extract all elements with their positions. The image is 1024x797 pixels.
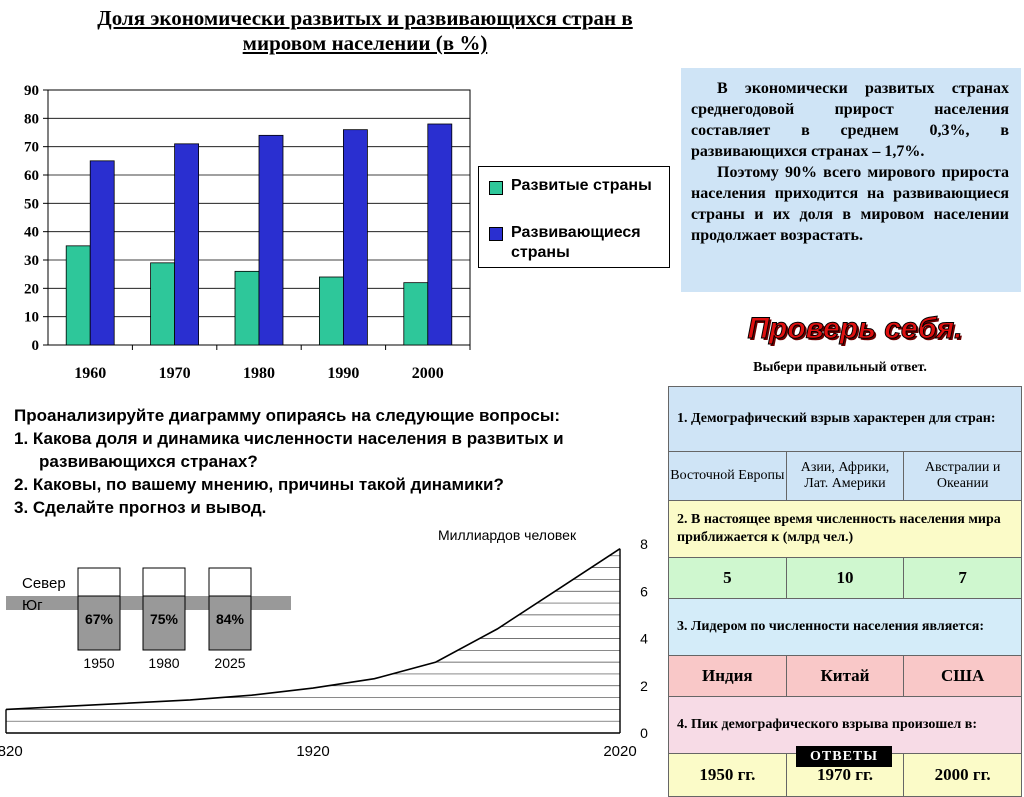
x-tick-label: 1970 [159,365,191,382]
y-tick-label: 10 [24,310,39,326]
legend-item-developed: Развитые страны [489,177,652,195]
bar-developed [318,276,344,346]
quiz-option[interactable]: Индия [668,655,787,697]
bar-developed [150,262,176,346]
bar-developing [89,160,115,346]
bar-developed [403,282,429,346]
y-tick-label: 80 [24,111,39,127]
check-yourself-title: Проверь себя. [747,312,963,346]
check-yourself-subtitle: Выбери правильный ответ. [753,360,927,375]
analysis-questions: Проанализируйте диаграмму опираясь на сл… [14,404,654,519]
bar-developing [427,123,453,346]
bar-developed [234,270,260,346]
growth-xtick-label: 1920 [296,743,329,760]
quiz-option[interactable]: Восточной Европы [668,451,787,501]
x-tick-label: 1990 [327,365,359,382]
growth-ytick-label: 8 [640,536,648,552]
y-tick-label: 30 [24,253,39,269]
share-box: 75% 1980 [142,567,186,671]
growth-ylabel: Миллиардов человек [438,527,577,543]
question-2: 2. Каковы, по вашему мнению, причины так… [14,475,504,494]
quiz-question-2: 2. В настоящее время численность населен… [668,500,1022,558]
quiz-panel: 1. Демографический взрыв характерен для … [668,386,1022,797]
growth-xtick-label: 1820 [0,743,23,760]
y-tick-label: 60 [24,168,39,184]
share-label: 75% [150,611,179,627]
quiz-option[interactable]: 5 [668,557,787,599]
bar-developed [65,245,91,346]
quiz-option[interactable]: Австралии и Океании [903,451,1022,501]
bar-developing [174,143,200,346]
bar-developing [342,129,368,346]
legend-swatch-developed [489,181,503,195]
quiz-option[interactable]: 7 [903,557,1022,599]
x-tick-label: 1980 [243,365,275,382]
bar-chart: 0 10 20 30 40 50 60 70 80 90 1960 1970 1980 1990 2000 [24,83,471,382]
share-box-south [142,595,186,651]
growth-ytick-label: 0 [640,725,648,741]
region-north-label: Север [22,575,66,592]
quiz-question-1: 1. Демографический взрыв характерен для … [668,386,1022,452]
growth-ytick-label: 2 [640,678,648,694]
legend-label-developing: Развивающиеся страны [511,224,641,261]
quiz-option[interactable]: Азии, Африки, Лат. Америки [785,451,905,501]
quiz-question-4: 4. Пик демографического взрыва произошел… [668,696,1022,754]
x-tick-label: 2000 [412,365,444,382]
quiz-option[interactable]: 1950 гг. [668,753,787,797]
answers-button[interactable]: ОТВЕТЫ [796,746,892,767]
y-tick-label: 0 [32,338,40,354]
quiz-option[interactable]: США [903,655,1022,697]
info-paragraph-2: Поэтому 90% всего мирового прироста насе… [691,164,1009,244]
y-tick-label: 70 [24,140,39,156]
share-box: 84% 2025 [208,567,252,671]
share-year-label: 1980 [148,655,179,671]
share-label: 84% [216,611,245,627]
share-box: 67% 1950 [77,567,121,671]
quiz-option[interactable]: 10 [785,557,905,599]
quiz-option[interactable]: Китай [785,655,905,697]
share-box-south [208,595,252,651]
legend-swatch-developing [489,227,503,241]
region-south-label: Юг [22,597,43,614]
population-curve [5,548,621,711]
quiz-question-3: 3. Лидером по численности населения явля… [668,598,1022,656]
legend-label-developed: Развитые страны [511,177,652,194]
legend-item-developing: Развивающиеся страны [489,223,661,263]
growth-ytick-label: 4 [640,631,648,647]
growth-xtick-label: 2020 [603,743,636,760]
growth-ytick-label: 6 [640,583,648,599]
quiz-table: 1. Демографический взрыв характерен для … [668,386,1022,797]
bar-developing [258,134,284,346]
share-year-label: 1950 [83,655,114,671]
question-3: 3. Сделайте прогноз и вывод. [14,498,267,517]
quiz-option[interactable]: 2000 гг. [903,753,1022,797]
x-tick-label: 1960 [74,365,106,382]
page-title: Доля экономически развитых и развивающих… [97,6,633,55]
questions-intro: Проанализируйте диаграмму опираясь на сл… [14,406,561,425]
info-paragraph-1: В экономически развитых странах среднего… [691,80,1009,160]
share-box-south [77,595,121,651]
population-growth-chart: Север Юг 67% 1950 75% 1980 84% 2025 Миллиардов ч… [0,527,648,760]
y-tick-label: 90 [24,83,39,99]
share-year-label: 2025 [214,655,245,671]
info-box: В экономически развитых странах среднего… [681,68,1021,292]
question-1: 1. Какова доля и динамика численности на… [14,429,564,448]
y-tick-label: 50 [24,196,39,212]
question-1-continued: развивающихся странах? [39,452,258,471]
y-tick-label: 20 [24,281,39,297]
share-label: 67% [85,611,114,627]
y-tick-label: 40 [24,225,39,241]
chart-legend: Развитые страны Развивающиеся страны [478,166,670,268]
